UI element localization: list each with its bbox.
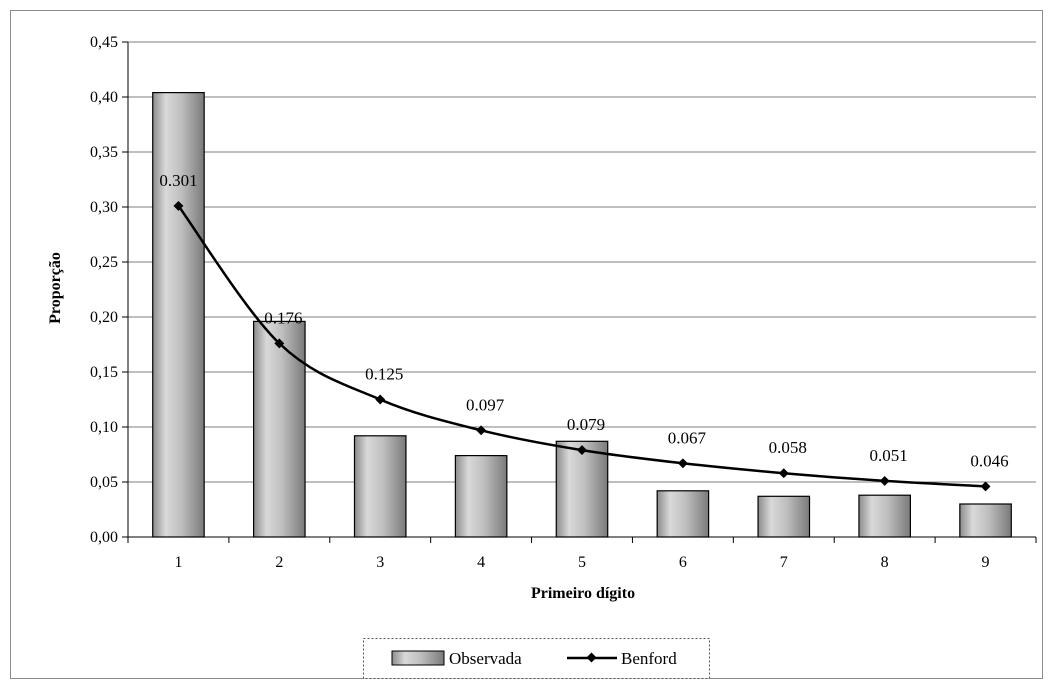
bar-observada: [152, 91, 205, 538]
benford-data-label: 0.097: [466, 395, 505, 414]
benford-point: [879, 475, 890, 486]
benford-point: [476, 425, 487, 436]
benford-point: [577, 445, 587, 456]
bar-observada: [959, 503, 1012, 538]
bar-observada: [858, 494, 911, 538]
bar-observada: [757, 495, 811, 538]
benford-point: [173, 200, 184, 211]
legend: Observada Benford: [363, 638, 710, 679]
y-tick-label: 0,15: [90, 364, 118, 381]
x-tick-label: 6: [679, 554, 687, 571]
legend-label-benford: Benford: [621, 649, 677, 668]
y-tick-label: 0,40: [90, 89, 118, 106]
y-tick-label: 0,35: [90, 144, 118, 161]
legend-swatch-observada: [391, 650, 445, 666]
y-tick-label: 0,30: [90, 199, 118, 216]
benford-point: [274, 338, 285, 349]
x-tick-label: 3: [376, 554, 384, 571]
x-tick-label: 7: [780, 554, 788, 571]
x-tick-label: 9: [982, 554, 990, 571]
y-tick-label: 0,45: [90, 34, 118, 51]
benford-data-label: 0.176: [264, 308, 302, 327]
bar-observada: [353, 435, 407, 538]
x-tick-label: 5: [578, 554, 586, 571]
benford-data-label: 0.301: [159, 171, 197, 190]
y-tick-label: 0,25: [90, 254, 118, 271]
benford-line: [177, 205, 986, 488]
y-axis-title: Proporção: [47, 252, 64, 324]
x-tick-label: 4: [477, 554, 485, 571]
benford-data-label: 0.067: [668, 428, 707, 447]
y-tick-label: 0,20: [90, 309, 118, 326]
benford-point: [980, 481, 991, 492]
benford-data-label: 0.079: [567, 415, 605, 434]
x-axis-title: Primeiro dígito: [531, 585, 635, 602]
benford-data-label: 0.046: [970, 451, 1008, 470]
bar-observada: [555, 440, 609, 538]
benford-point: [778, 468, 789, 479]
x-tick-label: 1: [174, 554, 182, 571]
y-tick-label: 0,05: [90, 474, 118, 491]
bar-observada: [253, 320, 306, 538]
legend-marker-benford: [586, 652, 597, 663]
legend-label-observada: Observada: [449, 649, 522, 668]
benford-data-label: 0.051: [870, 446, 908, 465]
bar-observada: [454, 455, 508, 538]
benford-data-label: 0.125: [365, 365, 403, 384]
bar-observada: [656, 490, 710, 538]
benford-point: [677, 458, 688, 469]
benford-data-label: 0.058: [769, 438, 807, 457]
y-tick-label: 0,00: [90, 529, 118, 546]
y-tick-label: 0,10: [90, 419, 118, 436]
benford-point: [375, 394, 386, 405]
x-tick-label: 8: [881, 554, 889, 571]
x-tick-label: 2: [275, 554, 283, 571]
